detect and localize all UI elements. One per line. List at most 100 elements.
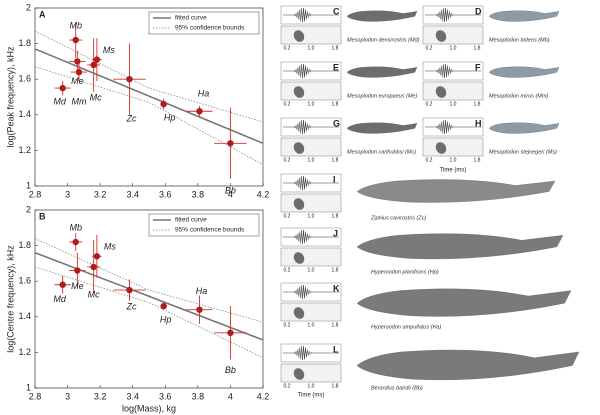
time-axis-label: Time (ms) <box>298 393 325 399</box>
waveform <box>282 64 339 79</box>
data-point <box>90 61 97 69</box>
time-tick-label: 0.2 <box>284 267 291 273</box>
spectrogram-energy <box>435 142 447 154</box>
time-tick-label: 0.2 <box>284 101 291 107</box>
time-tick-label: 0.2 <box>284 383 291 389</box>
panel-label: B <box>39 211 46 221</box>
spectrogram <box>280 81 342 101</box>
x-tick-label: 3.6 <box>159 189 172 199</box>
point-label: Bb <box>225 365 236 375</box>
waveform <box>425 120 481 135</box>
point-label: Ms <box>104 242 116 252</box>
x-tick-label: 4 <box>228 391 233 401</box>
panel-letter: H <box>475 118 482 128</box>
time-tick-label: 1.0 <box>308 45 315 51</box>
panel-letter: E <box>333 62 339 72</box>
spectrogram-energy <box>293 30 305 42</box>
spectrogram-energy <box>293 86 305 98</box>
data-point <box>196 108 203 115</box>
spectrogram <box>280 302 342 322</box>
point-label: Bb <box>225 186 236 196</box>
legend-label: 95% confidence bounds <box>175 25 245 32</box>
legend-label: 95% confidence bounds <box>175 227 245 234</box>
waveform <box>283 176 339 191</box>
panel-letter: C <box>333 6 340 16</box>
time-tick-label: 1.0 <box>308 383 315 389</box>
point-label: Hp <box>160 314 172 324</box>
spectrogram <box>280 137 342 157</box>
oscillogram <box>280 343 342 363</box>
panel-letter: F <box>475 62 481 72</box>
point-label: Mb <box>69 222 82 232</box>
waveform <box>283 346 339 361</box>
x-tick-label: 3.2 <box>94 189 107 199</box>
spectrogram <box>422 81 484 101</box>
data-point <box>126 286 133 294</box>
legend-label: fitted curve <box>175 217 207 224</box>
y-tick-label: 2 <box>26 2 31 12</box>
point-label: Ha <box>196 286 208 296</box>
time-tick-label: 1.0 <box>450 45 457 51</box>
species-label: Mesoplodon mirus (Mm) <box>489 93 548 99</box>
waveform <box>283 285 339 300</box>
point-label: Mm <box>71 96 86 106</box>
species-label: Mesoplodon carlhubbsi (Mc) <box>347 149 416 155</box>
waveform <box>424 64 481 79</box>
whale-illustration <box>346 122 418 134</box>
point-label: Me <box>71 281 84 291</box>
x-tick-label: 3.4 <box>126 189 139 199</box>
spectrogram <box>422 25 484 45</box>
panel-letter: G <box>333 118 340 128</box>
time-tick-label: 1.8 <box>332 267 339 273</box>
oscillogram <box>422 5 484 25</box>
x-tick-label: 3.4 <box>126 391 139 401</box>
point-label: Me <box>71 76 84 86</box>
point-label: Ms <box>103 45 115 55</box>
waveform <box>283 230 339 245</box>
plot-area <box>34 209 264 389</box>
time-tick-label: 0.2 <box>426 101 433 107</box>
point-label: Mc <box>88 289 100 299</box>
spectrogram <box>422 137 484 157</box>
panel-letter: K <box>333 283 340 293</box>
y-tick-label: 1 <box>26 180 31 190</box>
point-label: Zc <box>125 301 136 311</box>
data-point <box>59 281 66 288</box>
x-tick-label: 4.2 <box>257 391 270 401</box>
point-label: Ha <box>198 89 210 99</box>
time-tick-label: 0.2 <box>284 45 291 51</box>
data-point <box>72 238 79 246</box>
y-axis-label: log(Peak frequency), kHz <box>5 46 15 148</box>
x-tick-label: 3.8 <box>192 189 205 199</box>
y-tick-label: 1 <box>26 382 31 392</box>
data-point <box>227 329 234 337</box>
data-point <box>160 302 167 310</box>
time-tick-label: 1.0 <box>308 101 315 107</box>
confidence-bound <box>34 66 264 165</box>
panel-letter: L <box>333 344 339 354</box>
y-tick-label: 1.8 <box>18 240 31 250</box>
time-tick-label: 1.0 <box>450 101 457 107</box>
waveform <box>283 120 339 135</box>
whale-illustration <box>346 66 418 78</box>
time-tick-label: 1.0 <box>308 157 315 163</box>
plot-area <box>34 7 264 187</box>
y-tick-label: 1.6 <box>18 276 31 286</box>
oscillogram <box>280 117 342 137</box>
point-label: Mc <box>90 92 102 102</box>
time-tick-label: 0.2 <box>426 157 433 163</box>
x-tick-label: 3.6 <box>159 391 172 401</box>
confidence-bound <box>34 266 264 359</box>
x-tick-label: 3 <box>65 189 70 199</box>
fitted-curve <box>34 48 264 145</box>
spectrogram <box>280 25 342 45</box>
oscillogram <box>280 173 342 193</box>
data-point <box>93 253 101 260</box>
panel-letter: J <box>333 228 338 238</box>
oscillogram <box>280 282 342 302</box>
spectrogram <box>280 363 342 383</box>
time-tick-label: 1.0 <box>450 157 457 163</box>
whale-illustration <box>488 122 560 134</box>
whale-illustration <box>356 233 564 260</box>
